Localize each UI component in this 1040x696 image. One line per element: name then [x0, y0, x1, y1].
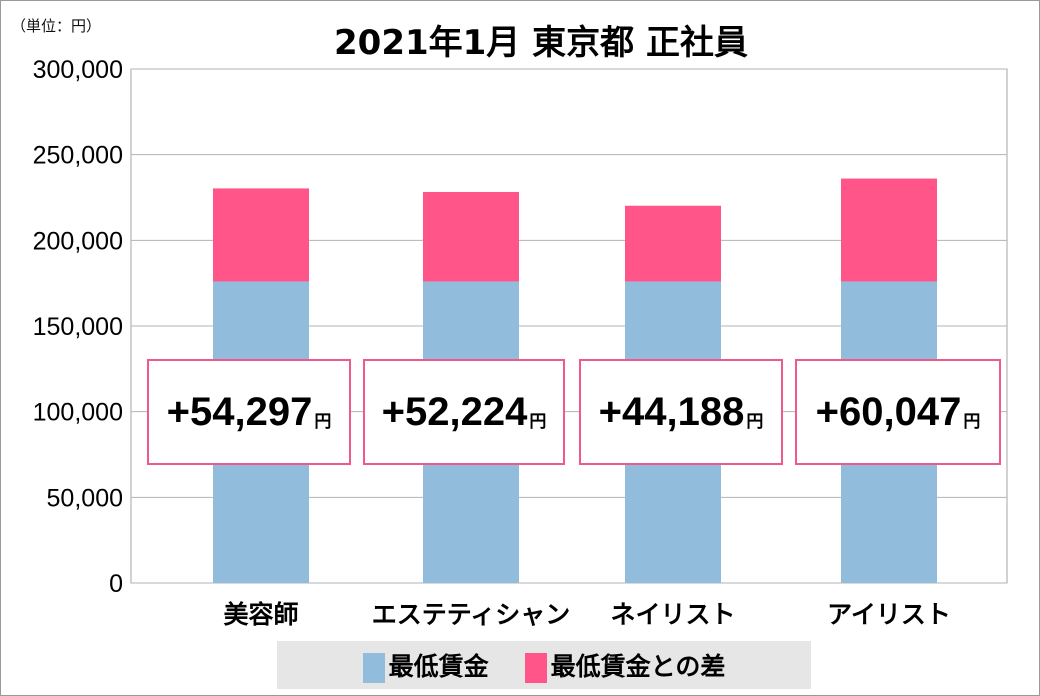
callout-value: +44,188 [598, 389, 745, 434]
callout-unit: 円 [314, 411, 332, 431]
difference-callout: +54,297 円 [147, 359, 351, 465]
bar-difference [625, 205, 721, 282]
difference-callout: +60,047 円 [795, 359, 1001, 465]
y-tick-label: 200,000 [33, 227, 123, 255]
chart-title: 2021年1月 東京都 正社員 [334, 23, 748, 63]
bar-difference [213, 188, 309, 282]
legend-swatch [524, 653, 547, 683]
callout-unit: 円 [746, 411, 764, 431]
difference-callout: +44,188 円 [579, 359, 783, 465]
callout-unit: 円 [529, 411, 547, 431]
callout-value: +60,047 [815, 389, 962, 434]
legend-label: 最低賃金 [388, 652, 489, 681]
callout-unit: 円 [963, 411, 981, 431]
bar-difference [423, 191, 519, 282]
legend-swatch [362, 653, 385, 683]
y-tick-label: 150,000 [33, 313, 123, 341]
x-category-label: 美容師 [223, 600, 298, 629]
y-tick-label: 250,000 [33, 142, 123, 170]
legend: 最低賃金 最低賃金との差 [277, 641, 811, 689]
legend-item-min-wage: 最低賃金 [362, 647, 489, 683]
callout-value: +52,224 [381, 389, 528, 434]
legend-label: 最低賃金との差 [550, 652, 726, 681]
y-tick-label: 300,000 [33, 56, 123, 84]
unit-label: （単位：円） [11, 17, 102, 35]
y-tick-label: 0 [109, 570, 123, 598]
x-category-label: アイリスト [827, 600, 951, 629]
y-tick-label: 100,000 [33, 399, 123, 427]
y-tick-label: 50,000 [47, 484, 123, 512]
legend-item-difference: 最低賃金との差 [524, 647, 726, 683]
difference-callout: +52,224 円 [363, 359, 565, 465]
bar-difference [841, 178, 937, 282]
callout-value: +54,297 [166, 389, 313, 434]
x-category-label: ネイリスト [610, 600, 735, 629]
x-category-label: エステティシャン [372, 600, 571, 629]
